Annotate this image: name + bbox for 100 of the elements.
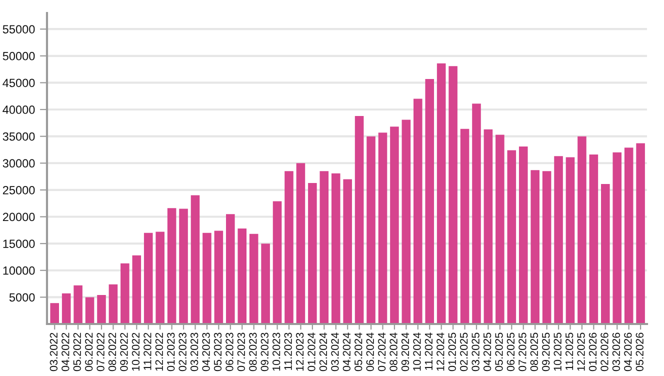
bar	[636, 143, 645, 324]
y-tick-label: 5000	[9, 293, 35, 302]
bar	[460, 128, 470, 324]
bar	[530, 170, 540, 324]
x-tick-label: 03.2022	[50, 332, 58, 372]
bar	[484, 129, 493, 324]
bar	[179, 208, 188, 324]
x-tick-label: 01.2025	[448, 332, 456, 372]
bar	[425, 78, 434, 324]
bar	[132, 255, 142, 324]
bar	[284, 171, 294, 324]
bar	[97, 295, 106, 324]
x-tick-label: 10.2022	[132, 332, 140, 371]
x-tick-label: 09.2025	[542, 332, 550, 372]
x-tick-label: 11.2024	[424, 332, 433, 370]
x-tick-label: 02.2023	[178, 332, 186, 372]
x-tick-label: 10.2024	[413, 332, 421, 371]
bar	[144, 232, 153, 324]
y-tick-label: 20000	[2, 212, 35, 222]
bar	[402, 120, 411, 324]
x-tick-label: 05.2024	[354, 332, 362, 372]
bar	[120, 263, 130, 324]
y-tick-label: 55000	[2, 25, 35, 34]
bar	[472, 104, 481, 324]
bar	[624, 148, 634, 324]
bar	[436, 63, 446, 324]
bar	[414, 98, 422, 324]
x-tick-label: 07.2023	[237, 332, 246, 372]
x-tick-label: 12.2025	[577, 332, 585, 371]
bar	[85, 297, 94, 324]
x-tick-label: 06.2023	[226, 332, 234, 372]
bar	[167, 208, 176, 324]
x-tick-label: 04.2022	[62, 332, 70, 372]
bar	[272, 201, 282, 324]
bar	[238, 228, 247, 324]
y-tick-label: 30000	[2, 159, 35, 168]
x-tick-label: 08.2022	[108, 332, 116, 372]
x-tick-label: 05.2025	[495, 332, 503, 372]
bar	[612, 152, 622, 324]
x-tick-label: 03.2023	[190, 332, 198, 372]
x-tick-label: 12.2022	[155, 332, 163, 371]
bar	[214, 230, 224, 324]
bar	[156, 232, 164, 324]
bar	[261, 244, 270, 324]
bar	[343, 179, 352, 324]
x-tick-label: 07.2022	[96, 332, 104, 372]
x-tick-label: 09.2022	[120, 332, 128, 372]
x-tick-label: 03.2025	[472, 332, 480, 372]
x-tick-label: 04.2026	[624, 332, 632, 372]
x-tick-label: 09.2024	[401, 332, 410, 372]
x-tick-label: 07.2025	[518, 332, 526, 372]
bar	[554, 156, 563, 324]
x-tick-label: 08.2025	[530, 332, 538, 372]
x-tick-label: 06.2022	[85, 332, 93, 372]
bar	[74, 285, 82, 324]
bar	[566, 157, 575, 324]
x-tick-label: 01.2023	[167, 332, 175, 372]
x-tick-label: 04.2024	[342, 332, 350, 372]
bar	[390, 126, 399, 324]
bar	[542, 171, 552, 324]
x-tick-label: 06.2025	[506, 332, 515, 372]
y-tick-label: 10000	[3, 266, 35, 275]
x-tick-label: 12.2023	[296, 332, 304, 371]
x-tick-label: 09.2023	[260, 332, 268, 372]
y-tick-label: 25000	[2, 186, 35, 194]
bar	[378, 132, 388, 324]
x-tick-label: 11.2023	[284, 332, 292, 370]
x-tick-label: 03.2024	[331, 332, 339, 372]
y-tick-label: 35000	[2, 132, 35, 141]
x-tick-label: 02.2024	[319, 332, 328, 372]
x-tick-label: 11.2025	[565, 332, 574, 370]
y-tick-label: 45000	[2, 78, 35, 88]
bar	[496, 134, 504, 324]
bar	[518, 146, 528, 324]
x-tick-label: 02.2025	[460, 332, 468, 372]
y-tick-label: 15000	[3, 240, 35, 248]
bar	[296, 163, 306, 324]
bar	[578, 136, 586, 324]
x-tick-label: 12.2024	[436, 332, 444, 371]
x-tick-label: 08.2023	[249, 332, 257, 372]
bar	[62, 293, 71, 324]
bar	[190, 195, 200, 324]
x-tick-label: 04.2025	[483, 332, 492, 372]
x-tick-label: 05.2022	[73, 332, 81, 372]
bar	[331, 173, 340, 324]
x-tick-label: 05.2023	[214, 332, 222, 372]
bar	[354, 116, 364, 324]
x-tick-label: 08.2024	[390, 332, 398, 372]
x-tick-label: 05.2026	[636, 332, 644, 372]
x-tick-label: 04.2023	[202, 332, 210, 372]
y-tick-label: 50000	[2, 52, 35, 60]
x-tick-label: 07.2024	[378, 332, 386, 372]
bar	[507, 150, 516, 324]
x-tick-label: 02.2026	[600, 332, 608, 372]
x-tick-label: 01.2024	[308, 332, 316, 372]
x-tick-label: 01.2026	[588, 332, 597, 372]
bar	[308, 182, 317, 324]
bar	[366, 136, 376, 324]
bar	[249, 234, 258, 324]
bar	[589, 154, 598, 324]
